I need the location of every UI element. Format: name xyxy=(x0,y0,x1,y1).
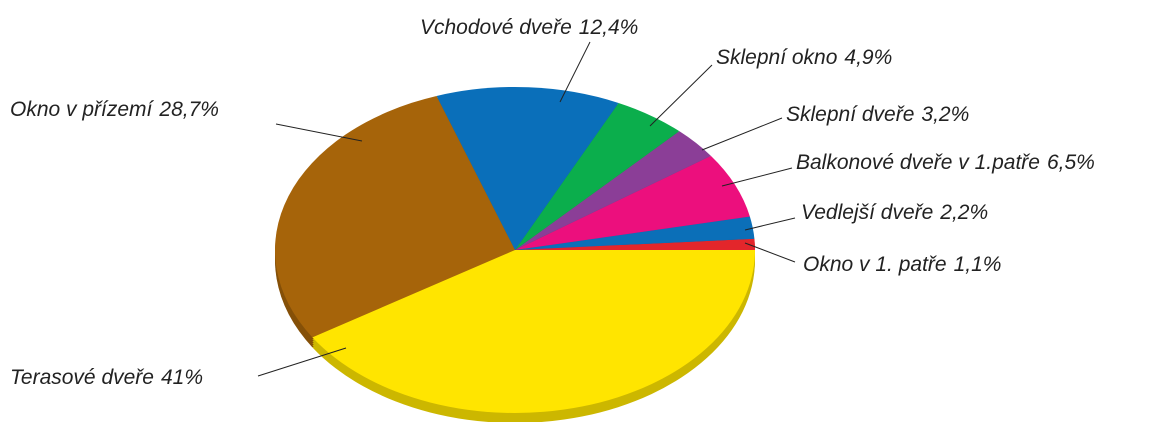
slice-name: Vedlejší dveře xyxy=(801,201,933,224)
pie-top xyxy=(275,87,755,414)
slice xyxy=(436,87,619,250)
labels: Okno v 1. patře 1,1% Vedlejší dveře 2,2% Bal… xyxy=(10,16,1095,389)
slice-label: Balkonové dveře v 1.patře 6,5% xyxy=(796,151,1095,174)
slice xyxy=(515,216,755,250)
leader-line xyxy=(275,123,363,142)
slice xyxy=(515,238,755,250)
slice-value-label: 28,7% xyxy=(158,98,219,121)
leader-line xyxy=(257,347,347,377)
slice-label: Vedlejší dveře 2,2% xyxy=(801,201,988,224)
slice-value-label: 6,5% xyxy=(1047,151,1095,174)
slice-name: Okno v přízemí xyxy=(10,98,155,121)
slice-name: Sklepní okno xyxy=(716,46,838,69)
leader-line xyxy=(649,64,713,127)
slice-value-label: 4,9% xyxy=(844,46,892,69)
slice xyxy=(515,131,711,250)
slice-name: Vchodové dveře xyxy=(420,16,572,39)
slice xyxy=(515,155,750,250)
slice-label: Sklepní okno 4,9% xyxy=(716,46,892,69)
slice-value-label: 41% xyxy=(161,366,203,389)
slice-name: Balkonové dveře v 1.patře xyxy=(796,151,1040,174)
slice-label: Terasové dveře 41% xyxy=(10,366,203,389)
slice-value-label: 3,2% xyxy=(921,103,969,126)
leader-line xyxy=(744,242,796,263)
slice xyxy=(312,250,755,414)
leader-line xyxy=(721,167,793,187)
slice xyxy=(515,102,680,250)
slice-value-label: 2,2% xyxy=(939,201,988,224)
slice-value-label: 12,4% xyxy=(579,16,639,39)
slice-value-label: 1,1% xyxy=(954,253,1002,276)
leader-line xyxy=(701,117,783,151)
slice xyxy=(275,95,515,338)
slice-name: Sklepní dveře xyxy=(786,103,914,126)
leader-line xyxy=(559,41,591,103)
slice-label: Sklepní dveře 3,2% xyxy=(786,103,969,126)
slice-name: Terasové dveře xyxy=(10,366,154,389)
slice-label: Vchodové dveře 12,4% xyxy=(420,16,638,39)
slice-label: Okno v přízemí 28,7% xyxy=(10,98,219,121)
slice-label: Okno v 1. patře 1,1% xyxy=(803,253,1001,276)
leader-line xyxy=(744,217,796,231)
slice-name: Okno v 1. patře xyxy=(803,253,947,276)
